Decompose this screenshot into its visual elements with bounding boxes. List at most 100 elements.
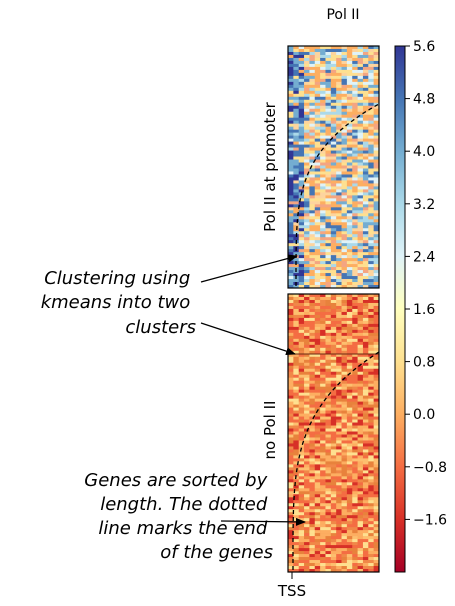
heatmap-cell bbox=[330, 243, 337, 247]
heatmap-cell bbox=[293, 392, 299, 396]
heatmap-cell bbox=[341, 111, 348, 116]
heatmap-cell bbox=[352, 395, 358, 399]
heatmap-cell bbox=[352, 282, 358, 286]
heatmap-cell bbox=[362, 437, 369, 441]
heatmap-cell bbox=[352, 329, 358, 334]
heatmap-cell bbox=[352, 548, 358, 552]
heatmap-cell bbox=[309, 371, 316, 376]
heatmap-cell bbox=[330, 294, 337, 298]
heatmap-cell bbox=[304, 138, 310, 142]
heatmap-cell bbox=[362, 234, 369, 238]
heatmap-cell bbox=[352, 377, 358, 381]
heatmap-cell bbox=[314, 416, 321, 420]
heatmap-cell bbox=[320, 542, 326, 546]
heatmap-cell bbox=[314, 111, 321, 116]
heatmap-cell bbox=[341, 374, 348, 378]
heatmap-cell bbox=[362, 186, 369, 190]
heatmap-cell bbox=[362, 180, 369, 184]
heatmap-cell bbox=[304, 48, 310, 53]
heatmap-cell bbox=[362, 255, 369, 259]
heatmap-cell bbox=[336, 78, 342, 83]
heatmap-cell bbox=[325, 449, 332, 453]
heatmap-cell bbox=[341, 186, 348, 190]
heatmap-cell bbox=[309, 99, 316, 104]
heatmap-cell bbox=[341, 46, 348, 50]
heatmap-cell bbox=[293, 144, 299, 148]
heatmap-cell bbox=[298, 72, 305, 77]
heatmap-cell bbox=[368, 264, 374, 268]
heatmap-cell bbox=[341, 329, 348, 334]
heatmap-cell bbox=[320, 231, 326, 235]
heatmap-cell bbox=[368, 99, 374, 104]
heatmap-cell bbox=[352, 255, 358, 259]
heatmap-cell bbox=[362, 536, 369, 540]
heatmap-cell bbox=[368, 485, 374, 489]
heatmap-cell bbox=[368, 108, 374, 113]
heatmap-cell bbox=[314, 395, 321, 399]
heatmap-cell bbox=[320, 380, 326, 384]
heatmap-cell bbox=[288, 108, 294, 113]
heatmap-cell bbox=[341, 521, 348, 525]
heatmap-cell bbox=[309, 479, 316, 483]
heatmap-cell bbox=[341, 219, 348, 223]
heatmap-cell bbox=[346, 117, 353, 121]
heatmap-cell bbox=[293, 431, 299, 435]
heatmap-cell bbox=[336, 234, 342, 238]
heatmap-cell bbox=[298, 249, 305, 253]
heatmap-cell bbox=[325, 222, 332, 226]
heatmap-cell bbox=[309, 249, 316, 253]
heatmap-cell bbox=[368, 557, 374, 561]
heatmap-cell bbox=[368, 69, 374, 74]
heatmap-cell bbox=[288, 323, 294, 328]
heatmap-cell bbox=[336, 323, 342, 328]
heatmap-cell bbox=[341, 425, 348, 429]
heatmap-cell bbox=[346, 536, 353, 540]
heatmap-cell bbox=[304, 84, 310, 89]
heatmap-cell bbox=[341, 126, 348, 130]
heatmap-cell bbox=[304, 63, 310, 68]
heatmap-cell bbox=[330, 464, 337, 468]
heatmap-cell bbox=[352, 413, 358, 417]
heatmap-cell bbox=[320, 566, 326, 570]
heatmap-cell bbox=[325, 237, 332, 241]
heatmap-cell bbox=[357, 302, 364, 307]
heatmap-cell bbox=[304, 75, 310, 80]
heatmap-cell bbox=[298, 186, 305, 190]
heatmap-cell bbox=[320, 192, 326, 196]
heatmap-cell bbox=[330, 356, 337, 361]
heatmap-cell bbox=[336, 147, 342, 151]
heatmap-cell bbox=[325, 171, 332, 175]
heatmap-cell bbox=[373, 276, 380, 280]
heatmap-cell bbox=[320, 150, 326, 154]
heatmap-cell bbox=[330, 114, 337, 119]
heatmap-cell bbox=[352, 554, 358, 558]
heatmap-cell bbox=[320, 108, 326, 113]
heatmap-cell bbox=[346, 183, 353, 187]
heatmap-cell bbox=[309, 464, 316, 468]
heatmap-cell bbox=[341, 332, 348, 337]
heatmap-cell bbox=[352, 542, 358, 546]
heatmap-cell bbox=[309, 344, 316, 349]
heatmap-cell bbox=[362, 66, 369, 71]
heatmap-cell bbox=[288, 46, 294, 50]
heatmap-cell bbox=[309, 189, 316, 193]
heatmap-cell bbox=[325, 249, 332, 253]
heatmap-cell bbox=[288, 503, 294, 507]
heatmap-cell bbox=[373, 180, 380, 184]
heatmap-cell bbox=[362, 425, 369, 429]
heatmap-cell bbox=[314, 386, 321, 390]
heatmap-cell bbox=[288, 276, 294, 280]
heatmap-cell bbox=[362, 434, 369, 438]
heatmap-cell bbox=[314, 329, 321, 334]
heatmap-cell bbox=[304, 389, 310, 393]
heatmap-cell bbox=[373, 96, 380, 101]
heatmap-cell bbox=[362, 156, 369, 160]
heatmap-cell bbox=[288, 204, 294, 208]
heatmap-cell bbox=[352, 443, 358, 447]
heatmap-cell bbox=[309, 335, 316, 340]
heatmap-cell bbox=[314, 536, 321, 540]
heatmap-cell bbox=[346, 162, 353, 166]
heatmap-cell bbox=[293, 117, 299, 121]
heatmap-cell bbox=[288, 551, 294, 555]
heatmap-cell bbox=[357, 419, 364, 423]
